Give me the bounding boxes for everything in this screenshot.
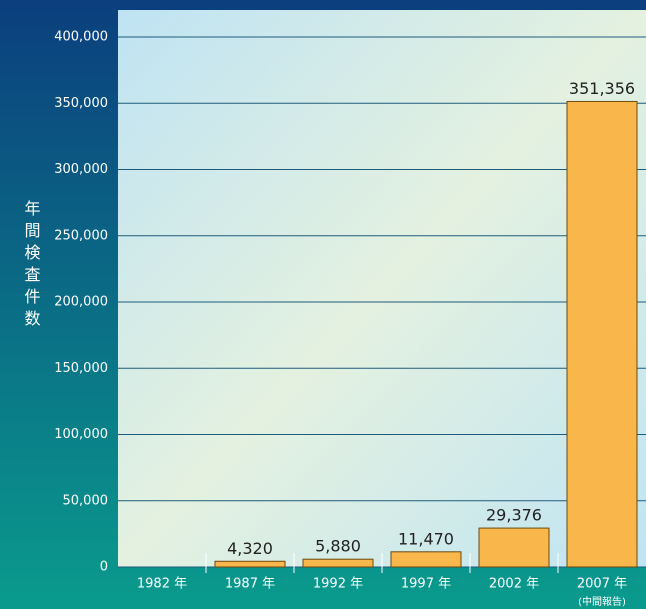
x-tick-label: 2007 年	[577, 577, 627, 592]
bar	[566, 100, 638, 568]
x-tick-label: 1997 年	[401, 577, 451, 592]
bar	[390, 551, 462, 568]
y-tick-label: 100,000	[54, 427, 108, 442]
y-tick-label: 50,000	[63, 493, 109, 508]
y-tick-label: 300,000	[54, 162, 108, 177]
x-tick-label: 1982 年	[137, 577, 187, 592]
y-tick-label: 150,000	[54, 361, 108, 376]
y-tick-label: 400,000	[54, 30, 108, 45]
x-annotation: (中間報告)	[578, 595, 626, 608]
value-label: 29,376	[486, 506, 542, 525]
value-label: 4,320	[227, 539, 273, 558]
x-tick-label: 1987 年	[225, 577, 275, 592]
y-tick-label: 250,000	[54, 228, 108, 243]
value-label: 11,470	[398, 529, 454, 548]
value-label: 351,356	[569, 79, 635, 98]
bar	[214, 560, 286, 568]
x-tick-label: 2002 年	[489, 577, 539, 592]
y-tick-label: 350,000	[54, 96, 108, 111]
y-axis-label: 年間検査件数	[22, 200, 41, 332]
bar	[478, 527, 550, 568]
bar	[302, 558, 374, 568]
y-tick-label: 0	[100, 560, 108, 575]
x-tick-label: 1992 年	[313, 577, 363, 592]
y-tick-label: 200,000	[54, 295, 108, 310]
value-label: 5,880	[315, 537, 361, 556]
